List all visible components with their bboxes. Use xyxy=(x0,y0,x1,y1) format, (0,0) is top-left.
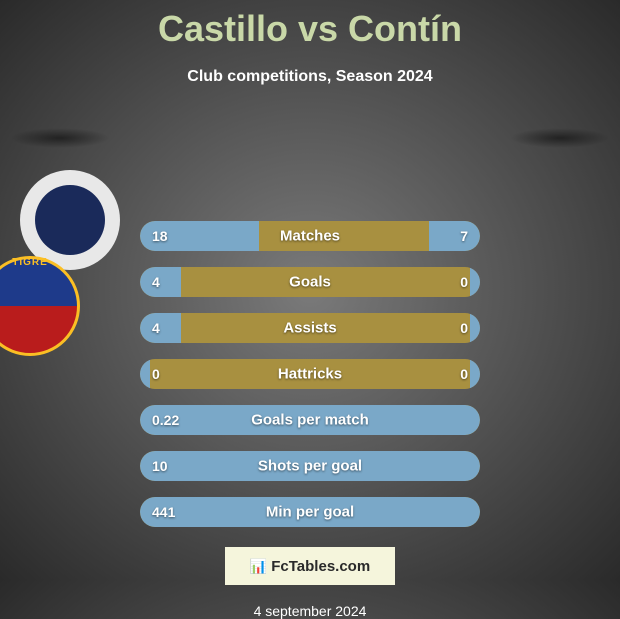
bar-left-fill xyxy=(140,313,181,343)
stat-value-left: 4 xyxy=(152,274,160,290)
stat-label: Matches xyxy=(280,228,340,245)
stat-value-right: 0 xyxy=(460,320,468,336)
stat-label: Min per goal xyxy=(266,504,354,521)
team-badge-left xyxy=(20,170,120,270)
stat-row: Min per goal 441 xyxy=(140,497,480,527)
badge-right-text: TIGRE xyxy=(12,257,48,268)
bar-right-fill xyxy=(470,313,480,343)
stat-label: Hattricks xyxy=(278,366,342,383)
bar-right-fill xyxy=(429,221,480,251)
stat-value-left: 10 xyxy=(152,458,168,474)
bar-left-fill xyxy=(140,267,181,297)
stats-bars: Matches187Goals40Assists40Hattricks00Goa… xyxy=(0,221,620,527)
stat-value-left: 18 xyxy=(152,228,168,244)
fctables-label: FcTables.com xyxy=(271,558,370,575)
stat-value-left: 4 xyxy=(152,320,160,336)
stat-value-left: 0 xyxy=(152,366,160,382)
stat-row: Assists 4 0 xyxy=(140,313,480,343)
stat-value-right: 0 xyxy=(460,366,468,382)
stat-label: Assists xyxy=(283,320,336,337)
stat-label: Shots per goal xyxy=(258,458,362,475)
stat-label: Goals per match xyxy=(251,412,369,429)
stat-row: Hattricks 0 0 xyxy=(140,359,480,389)
stat-label: Goals xyxy=(289,274,331,291)
chart-icon: 📊 xyxy=(250,558,267,575)
stat-value-left: 0.22 xyxy=(152,412,179,428)
subtitle: Club competitions, Season 2024 xyxy=(0,68,620,86)
stat-row: Goals per match 0.22 xyxy=(140,405,480,435)
stat-row: Goals 4 0 xyxy=(140,267,480,297)
badge-left-inner xyxy=(35,185,105,255)
stat-value-right: 0 xyxy=(460,274,468,290)
bar-left-fill xyxy=(140,359,150,389)
stat-row: Shots per goal 10 xyxy=(140,451,480,481)
fctables-logo: 📊 FcTables.com xyxy=(225,547,395,585)
date-label: 4 september 2024 xyxy=(0,603,620,619)
stat-value-left: 441 xyxy=(152,504,175,520)
bar-right-fill xyxy=(470,267,480,297)
shadow-right xyxy=(510,128,610,148)
comparison-title: Castillo vs Contín xyxy=(0,0,620,50)
shadow-left xyxy=(10,128,110,148)
bar-right-fill xyxy=(470,359,480,389)
stat-value-right: 7 xyxy=(460,228,468,244)
stat-row: Matches 18 7 xyxy=(140,221,480,251)
